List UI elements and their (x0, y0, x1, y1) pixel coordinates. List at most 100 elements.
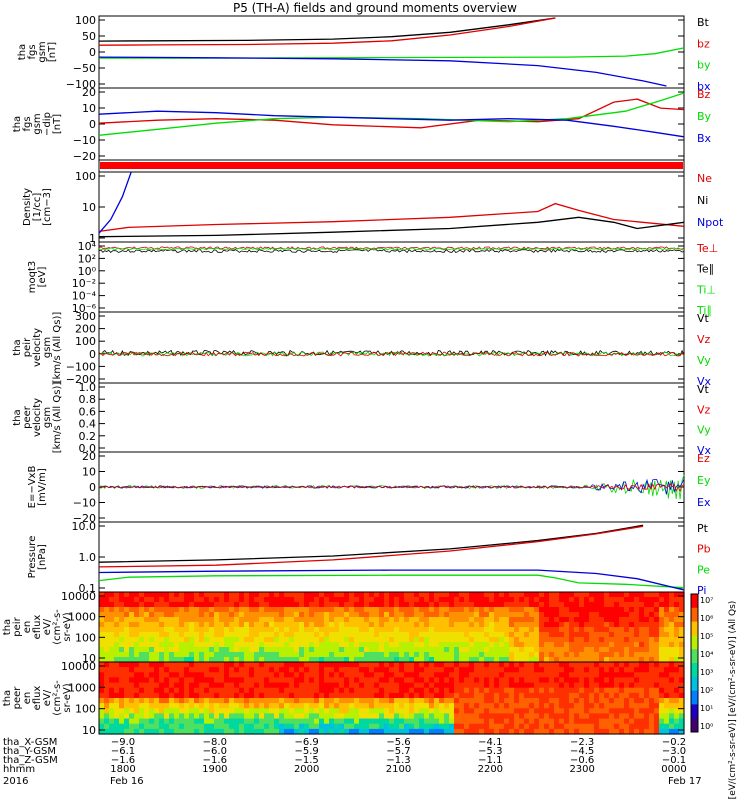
spectrogram-cell (379, 632, 385, 638)
spectrogram-cell (599, 647, 605, 653)
spectrogram-cell (479, 612, 485, 618)
legend-by: by (697, 59, 711, 72)
spectrogram-cell (669, 728, 675, 735)
spectrogram-cell (619, 692, 625, 699)
spectrogram-cell (634, 703, 640, 709)
spectrogram-cell (269, 627, 275, 633)
spectrogram-cell (639, 687, 645, 694)
spectrogram-cell (99, 723, 105, 730)
spectrogram-cell (494, 728, 500, 735)
spectrogram-cell (374, 687, 380, 694)
spectrogram-cell (254, 713, 260, 720)
spectrogram-cell (534, 602, 540, 608)
spectrogram-cell (214, 652, 220, 658)
spectrogram-cell (669, 607, 675, 613)
spectrogram-cell (499, 687, 505, 694)
spectrogram-cell (389, 713, 395, 720)
spectrogram-cell (599, 703, 605, 709)
spectrogram-cell (519, 597, 525, 603)
spectrogram-cell (229, 698, 235, 704)
spectrogram-cell (569, 617, 575, 623)
spectrogram-cell (394, 667, 400, 673)
spectrogram-cell (234, 703, 240, 709)
spectrogram-cell (199, 642, 205, 648)
spectrogram-cell (289, 682, 295, 689)
spectrogram-cell (169, 672, 175, 678)
spectrogram-cell (414, 698, 420, 704)
spectrogram-cell (114, 612, 120, 618)
spectrogram-cell (439, 632, 445, 638)
spectrogram-cell (634, 597, 640, 603)
spectrogram-cell (519, 617, 525, 623)
spectrogram-cell (239, 718, 245, 725)
spectrogram-cell (609, 642, 615, 648)
spectrogram-cell (574, 667, 580, 673)
spectrogram-cell (314, 713, 320, 720)
spectrogram-cell (474, 627, 480, 633)
spectrogram-cell (309, 723, 315, 730)
spectrogram-cell (359, 607, 365, 613)
spectrogram-cell (359, 698, 365, 704)
spectrogram-cell (219, 728, 225, 735)
spectrogram-cell (334, 698, 340, 704)
spectrogram-cell (279, 667, 285, 673)
spectrogram-cell (474, 723, 480, 730)
spectrogram-cell (389, 723, 395, 730)
spectrogram-cell (469, 637, 475, 643)
spectrogram-cell (139, 713, 145, 720)
y-tick-label: 10 (82, 201, 96, 214)
spectrogram-cell (559, 607, 565, 613)
spectrogram-cell (464, 637, 470, 643)
spectrogram-cell (164, 708, 170, 714)
spectrogram-cell (289, 647, 295, 653)
spectrogram-cell (489, 687, 495, 694)
spectrogram-cell (309, 657, 315, 663)
spectrogram-cell (649, 602, 655, 608)
spectrogram-cell (294, 637, 300, 643)
spectrogram-cell (174, 657, 180, 663)
spectrogram-cell (614, 708, 620, 714)
spectrogram-cell (524, 692, 530, 699)
spectrogram-cell (434, 632, 440, 638)
spectrogram-cell (219, 652, 225, 658)
spectrogram-cell (289, 708, 295, 714)
spectrogram-cell (664, 627, 670, 633)
spectrogram-cell (594, 632, 600, 638)
spectrogram-cell (184, 723, 190, 730)
spectrogram-cell (554, 637, 560, 643)
spectrogram-cell (164, 602, 170, 608)
spectrogram-cell (384, 652, 390, 658)
spectrogram-cell (154, 657, 160, 663)
spectrogram-cell (229, 672, 235, 678)
spectrogram-cell (384, 602, 390, 608)
spectrogram-cell (499, 723, 505, 730)
spectrogram-cell (429, 617, 435, 623)
spectrogram-cell (229, 692, 235, 699)
spectrogram-cell (524, 713, 530, 720)
spectrogram-cell (339, 728, 345, 735)
spectrogram-cell (394, 682, 400, 689)
spectrogram-cell (374, 617, 380, 623)
spectrogram-cell (589, 662, 595, 668)
spectrogram-cell (544, 617, 550, 623)
spectrogram-cell (294, 607, 300, 613)
spectrogram-cell (329, 612, 335, 618)
spectrogram-cell (489, 647, 495, 653)
legend-ex: Ex (697, 496, 711, 509)
spectrogram-cell (199, 592, 205, 598)
y-axis-label: −dip (42, 112, 53, 136)
spectrogram-cell (194, 672, 200, 678)
spectrogram-cell (279, 602, 285, 608)
spectrogram-cell (154, 692, 160, 699)
spectrogram-cell (99, 713, 105, 720)
spectrogram-cell (414, 652, 420, 658)
spectrogram-cell (104, 692, 110, 699)
spectrogram-cell (324, 667, 330, 673)
legend-ne: Ne (697, 172, 712, 185)
spectrogram-cell (599, 672, 605, 678)
spectrogram-cell (369, 597, 375, 603)
spectrogram-cell (539, 612, 545, 618)
spectrogram-cell (144, 672, 150, 678)
y-tick-label: 20 (82, 86, 96, 99)
spectrogram-cell (139, 677, 145, 684)
